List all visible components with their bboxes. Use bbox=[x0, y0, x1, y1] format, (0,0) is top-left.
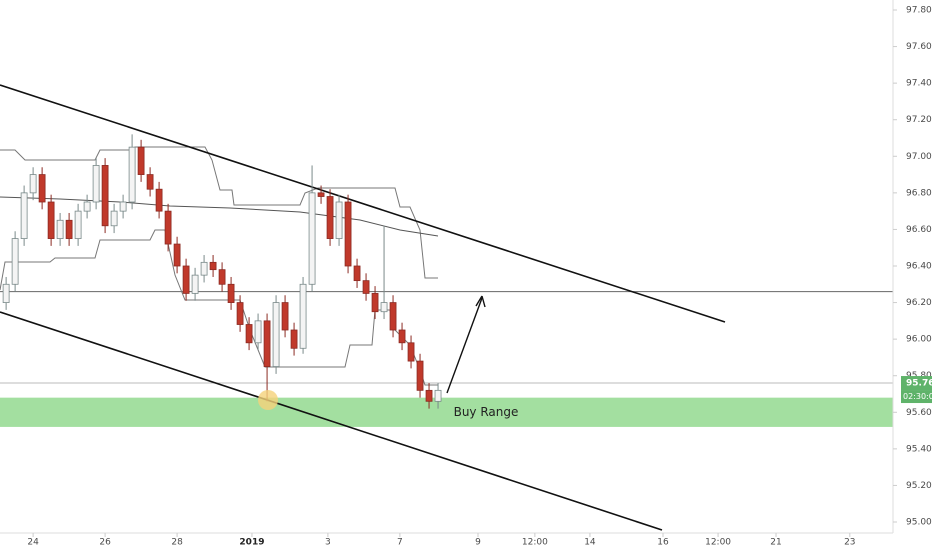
candle-body bbox=[254, 320, 262, 344]
x-tick-label: 12:00 bbox=[705, 538, 731, 548]
y-tick-label: 97.60 bbox=[906, 42, 932, 52]
x-tick-label: 26 bbox=[99, 538, 111, 548]
candle-body bbox=[290, 329, 298, 349]
y-tick-label: 95.00 bbox=[906, 518, 932, 528]
candle-body bbox=[344, 201, 352, 267]
candle-body bbox=[128, 146, 136, 203]
candle-body bbox=[173, 243, 181, 267]
candle-body bbox=[218, 269, 226, 285]
y-tick-label: 96.60 bbox=[906, 225, 932, 235]
candle-body bbox=[200, 261, 208, 276]
candle-body bbox=[119, 201, 127, 212]
y-tick-label: 97.40 bbox=[906, 79, 932, 89]
trendline-lower bbox=[0, 311, 663, 531]
y-tick-label: 97.80 bbox=[906, 6, 932, 16]
candle-body bbox=[74, 210, 82, 239]
candle-body bbox=[20, 192, 28, 239]
x-tick-label: 28 bbox=[171, 538, 183, 548]
candle-body bbox=[362, 280, 370, 294]
candle-body bbox=[227, 283, 235, 303]
zone-label: Buy Range bbox=[454, 405, 519, 419]
x-tick-label: 24 bbox=[27, 538, 39, 548]
trendline-upper bbox=[0, 84, 726, 323]
candle-body bbox=[425, 389, 433, 402]
countdown-badge bbox=[901, 390, 932, 404]
candle-body bbox=[398, 329, 406, 344]
x-tick-label: 16 bbox=[657, 538, 669, 548]
candle-body bbox=[209, 261, 217, 271]
y-tick-label: 97.20 bbox=[906, 115, 932, 125]
candle-body bbox=[2, 283, 10, 303]
arrow bbox=[446, 297, 483, 394]
candle-body bbox=[281, 302, 289, 331]
background-layer bbox=[0, 291, 893, 427]
candle-body bbox=[137, 146, 145, 175]
candle-body bbox=[335, 201, 343, 239]
channel-lower bbox=[0, 229, 438, 386]
candle-body bbox=[56, 219, 64, 239]
x-tick-label: 23 bbox=[844, 538, 855, 548]
channel-upper bbox=[0, 146, 438, 279]
candle-body bbox=[47, 201, 55, 239]
y-tick-label: 96.40 bbox=[906, 262, 932, 272]
candle-body bbox=[92, 165, 100, 203]
candle-body bbox=[245, 324, 253, 344]
candle-body bbox=[29, 174, 37, 194]
x-tick-label: 9 bbox=[475, 538, 481, 548]
y-tick-label: 97.00 bbox=[906, 152, 932, 162]
candle-body bbox=[191, 274, 199, 294]
candle-body bbox=[308, 192, 316, 285]
candle-body bbox=[155, 188, 163, 212]
candle-body bbox=[299, 283, 307, 349]
candle-body bbox=[101, 165, 109, 227]
candle-body bbox=[389, 302, 397, 331]
candle-body bbox=[272, 302, 280, 367]
y-tick-label: 96.00 bbox=[906, 335, 932, 345]
candle-body bbox=[353, 265, 361, 282]
price-badge-label: 95.76 bbox=[906, 379, 932, 389]
candle-body bbox=[326, 196, 334, 239]
candle-body bbox=[110, 210, 118, 227]
y-tick-label: 96.80 bbox=[906, 188, 932, 198]
candle-body bbox=[11, 238, 19, 285]
x-tick-label: 12:00 bbox=[522, 538, 548, 548]
candle-body bbox=[65, 219, 73, 239]
price-badge bbox=[901, 376, 932, 391]
x-tick-label: 21 bbox=[770, 538, 781, 548]
candle-body bbox=[407, 342, 415, 362]
x-tick-label: 7 bbox=[397, 538, 403, 548]
moving-average bbox=[0, 196, 439, 237]
y-tick-label: 95.40 bbox=[906, 444, 932, 454]
candle-body bbox=[434, 389, 442, 402]
countdown-label: 02:30:07 bbox=[903, 392, 932, 401]
candle-body bbox=[380, 302, 388, 313]
candle-body bbox=[317, 192, 325, 197]
candles bbox=[2, 134, 442, 409]
candle-body bbox=[83, 201, 91, 212]
y-tick-label: 95.60 bbox=[906, 408, 932, 418]
candle-body bbox=[146, 174, 154, 190]
buy-zone bbox=[0, 397, 893, 427]
candle-body bbox=[416, 360, 424, 391]
highlight-circle bbox=[258, 390, 278, 410]
candle-body bbox=[164, 210, 172, 245]
x-tick-label: 2019 bbox=[239, 538, 264, 548]
arrow-head bbox=[475, 295, 486, 308]
y-tick-label: 95.20 bbox=[906, 481, 932, 491]
candle-body bbox=[182, 265, 190, 294]
candle-body bbox=[263, 320, 271, 367]
candle-body bbox=[38, 174, 46, 203]
x-tick-label: 14 bbox=[584, 538, 596, 548]
x-tick-label: 3 bbox=[325, 538, 331, 548]
candle-body bbox=[236, 302, 244, 325]
candle-body bbox=[371, 293, 379, 313]
y-tick-label: 96.20 bbox=[906, 298, 932, 308]
